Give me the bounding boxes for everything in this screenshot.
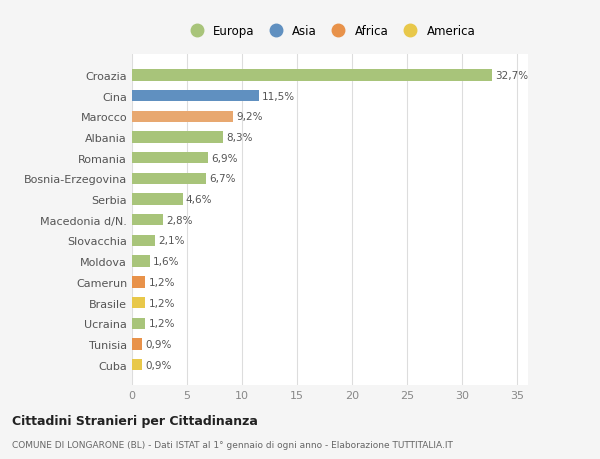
Text: 6,7%: 6,7%: [209, 174, 235, 184]
Bar: [132, 215, 163, 226]
Text: 0,9%: 0,9%: [145, 360, 172, 370]
Text: 32,7%: 32,7%: [495, 71, 528, 81]
Bar: [132, 359, 142, 370]
Bar: [132, 70, 492, 81]
Text: 2,1%: 2,1%: [158, 236, 185, 246]
Bar: [132, 132, 223, 143]
Text: 8,3%: 8,3%: [227, 133, 253, 143]
Bar: [132, 339, 142, 350]
Text: 6,9%: 6,9%: [211, 153, 238, 163]
Legend: Europa, Asia, Africa, America: Europa, Asia, Africa, America: [181, 21, 479, 41]
Text: COMUNE DI LONGARONE (BL) - Dati ISTAT al 1° gennaio di ogni anno - Elaborazione : COMUNE DI LONGARONE (BL) - Dati ISTAT al…: [12, 441, 453, 449]
Bar: [132, 194, 182, 205]
Text: 1,2%: 1,2%: [149, 298, 175, 308]
Text: 1,6%: 1,6%: [153, 257, 179, 267]
Bar: [132, 153, 208, 164]
Bar: [132, 174, 206, 185]
Bar: [132, 235, 155, 246]
Text: Cittadini Stranieri per Cittadinanza: Cittadini Stranieri per Cittadinanza: [12, 414, 258, 428]
Bar: [132, 91, 259, 102]
Text: 9,2%: 9,2%: [236, 112, 263, 122]
Bar: [132, 112, 233, 123]
Bar: [132, 256, 149, 267]
Text: 2,8%: 2,8%: [166, 215, 193, 225]
Text: 4,6%: 4,6%: [186, 195, 212, 205]
Text: 1,2%: 1,2%: [149, 277, 175, 287]
Text: 0,9%: 0,9%: [145, 339, 172, 349]
Bar: [132, 277, 145, 288]
Text: 11,5%: 11,5%: [262, 91, 295, 101]
Bar: [132, 297, 145, 308]
Text: 1,2%: 1,2%: [149, 319, 175, 329]
Bar: [132, 318, 145, 329]
